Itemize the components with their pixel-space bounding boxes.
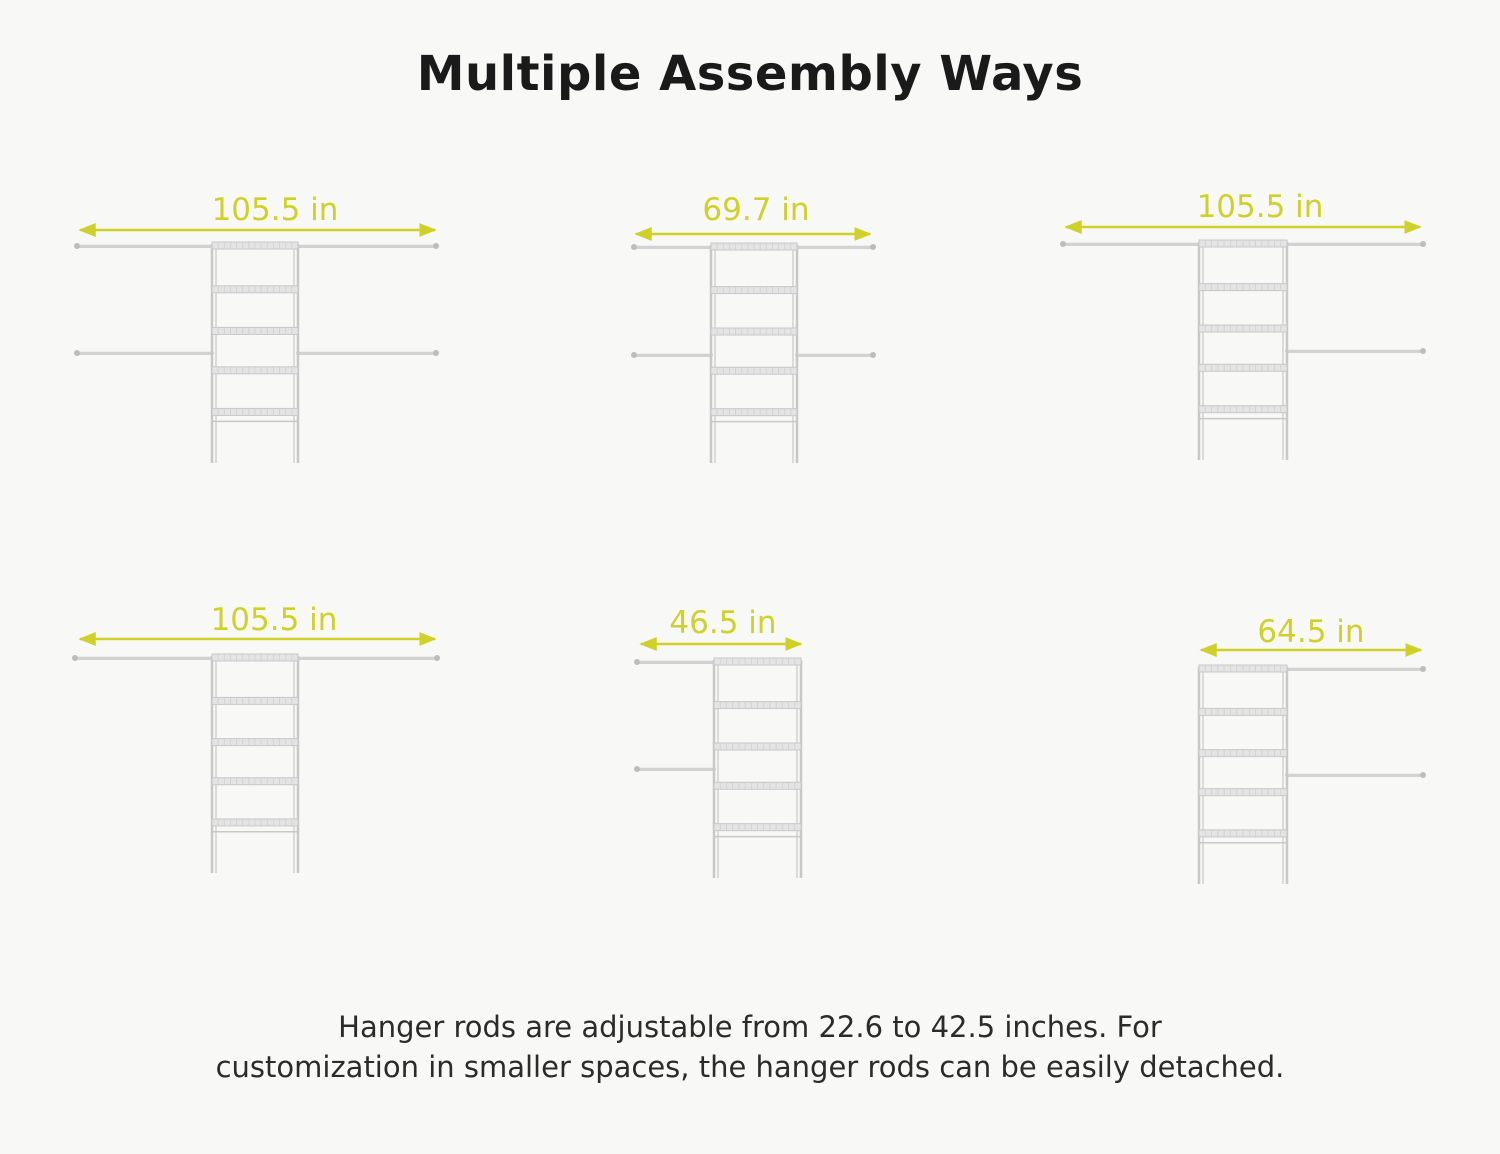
dimension-label: 105.5 in <box>212 192 339 228</box>
rod-end-cap <box>870 244 876 250</box>
dimension-label: 105.5 in <box>1197 189 1324 225</box>
page-title: Multiple Assembly Ways <box>416 46 1084 102</box>
closet-tower <box>634 657 803 878</box>
dimension-label: 46.5 in <box>669 605 776 641</box>
rod-end-cap <box>634 766 640 772</box>
rod-end-cap <box>74 350 80 356</box>
assembly-config-6: 64.5 in <box>1197 614 1426 884</box>
rod-end-cap <box>631 352 637 358</box>
assembly-config-2: 69.7 in <box>631 192 876 463</box>
dimension-label: 64.5 in <box>1257 614 1364 650</box>
rod-end-cap <box>72 655 78 661</box>
closet-tower <box>74 241 439 463</box>
caption-line-2: customization in smaller spaces, the han… <box>215 1050 1285 1084</box>
closet-tower <box>631 242 876 463</box>
closet-tower <box>1197 664 1426 884</box>
dimension-label: 69.7 in <box>702 192 809 228</box>
rod-end-cap <box>434 655 440 661</box>
closet-tower <box>1060 239 1426 460</box>
rod-end-cap <box>433 243 439 249</box>
closet-tower <box>72 653 440 873</box>
rod-end-cap <box>1420 772 1426 778</box>
rod-end-cap <box>1420 348 1426 354</box>
caption-line-1: Hanger rods are adjustable from 22.6 to … <box>338 1010 1162 1044</box>
assembly-config-3: 105.5 in <box>1060 189 1426 460</box>
rod-end-cap <box>1060 241 1066 247</box>
assembly-config-4: 105.5 in <box>72 602 440 873</box>
rod-end-cap <box>1420 666 1426 672</box>
rod-end-cap <box>631 244 637 250</box>
rod-end-cap <box>634 659 640 665</box>
dimension-label: 105.5 in <box>211 602 338 638</box>
rod-end-cap <box>74 243 80 249</box>
rod-end-cap <box>433 350 439 356</box>
assembly-config-1: 105.5 in <box>74 192 439 463</box>
rod-end-cap <box>870 352 876 358</box>
assembly-config-5: 46.5 in <box>634 605 803 878</box>
rod-end-cap <box>1420 241 1426 247</box>
